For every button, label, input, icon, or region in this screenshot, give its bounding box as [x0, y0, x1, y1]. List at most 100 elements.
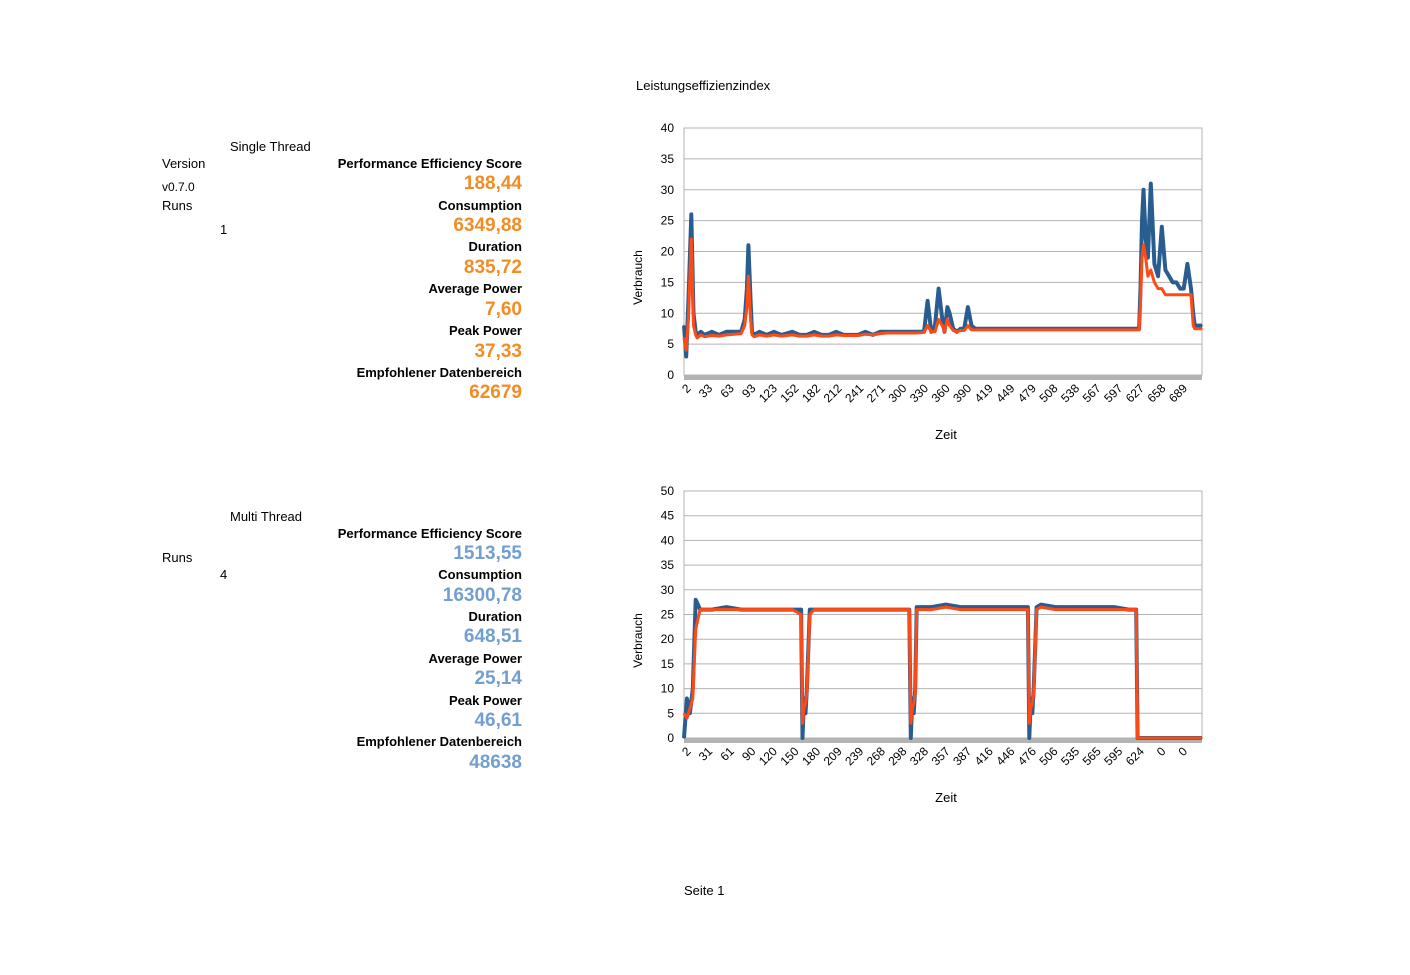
- data-point: [1031, 702, 1034, 705]
- data-point: [970, 324, 973, 327]
- x-tick-label: 2: [679, 744, 694, 759]
- data-point: [1084, 608, 1086, 611]
- data-point: [773, 331, 775, 333]
- data-point: [725, 608, 728, 611]
- y-tick-label: 25: [661, 214, 675, 228]
- data-point: [1027, 608, 1029, 611]
- metric-label: Average Power: [428, 651, 522, 666]
- data-point: [1157, 737, 1159, 739]
- data-point: [696, 337, 698, 339]
- x-tick-label: 298: [885, 744, 909, 768]
- metric-value: 48638: [469, 752, 522, 773]
- data-point: [804, 712, 807, 715]
- data-point: [725, 606, 728, 608]
- x-tick-label: 538: [1058, 381, 1082, 405]
- metric-value: 648,51: [463, 626, 522, 647]
- data-point: [1161, 287, 1163, 290]
- data-point: [740, 608, 742, 611]
- x-axis-band: [684, 375, 1202, 380]
- data-point: [1192, 324, 1194, 327]
- data-point: [700, 334, 702, 336]
- data-point: [1047, 329, 1050, 331]
- y-tick-label: 35: [661, 152, 675, 166]
- data-point: [685, 349, 687, 352]
- data-point: [683, 737, 685, 739]
- x-tick-label: 595: [1101, 744, 1125, 768]
- data-point: [1201, 737, 1203, 739]
- x-tick-label: 387: [950, 744, 974, 768]
- y-tick-label: 40: [661, 533, 675, 547]
- data-point: [798, 335, 801, 337]
- data-point: [1141, 219, 1143, 222]
- x-tick-label: 416: [972, 744, 996, 768]
- data-point: [1153, 263, 1156, 265]
- data-point: [801, 722, 804, 724]
- x-tick-label: 449: [993, 381, 1017, 405]
- data-point: [1018, 329, 1020, 331]
- x-tick-label: 90: [739, 744, 759, 764]
- x-axis-title: Zeit: [935, 790, 957, 805]
- x-tick-label: 535: [1058, 744, 1082, 768]
- data-point: [850, 334, 852, 337]
- x-tick-label: 446: [993, 744, 1017, 768]
- data-point: [733, 331, 735, 333]
- data-point: [872, 608, 874, 611]
- data-point: [1106, 329, 1108, 331]
- data-point: [806, 335, 808, 337]
- data-point: [1113, 606, 1115, 608]
- data-point: [1157, 275, 1159, 278]
- data-point: [746, 306, 748, 308]
- data-point: [780, 335, 783, 337]
- data-point: [1179, 737, 1181, 739]
- data-point: [683, 337, 685, 339]
- data-point: [694, 598, 697, 601]
- data-point: [1175, 293, 1178, 296]
- y-tick-label: 5: [667, 706, 674, 720]
- metric-value: 16300,78: [442, 585, 522, 606]
- data-point: [1135, 608, 1137, 611]
- data-point: [948, 324, 951, 327]
- x-tick-label: 271: [864, 381, 888, 405]
- data-point: [945, 603, 947, 606]
- data-point: [857, 608, 859, 611]
- x-tick-label: 268: [864, 744, 888, 768]
- data-point: [725, 334, 728, 336]
- data-point: [1136, 737, 1139, 739]
- data-point: [813, 331, 815, 333]
- data-point: [872, 334, 874, 336]
- x-tick-label: 597: [1101, 381, 1125, 405]
- data-point: [690, 213, 693, 216]
- data-point: [943, 331, 946, 333]
- data-point: [1135, 329, 1137, 331]
- data-point: [1091, 329, 1094, 331]
- data-point: [1028, 722, 1031, 724]
- data-point: [1062, 329, 1064, 331]
- y-tick-label: 15: [661, 275, 675, 289]
- data-point: [753, 335, 755, 338]
- y-tick-label: 0: [667, 368, 674, 382]
- y-tick-label: 30: [661, 183, 675, 197]
- data-point: [1144, 238, 1147, 240]
- data-point: [694, 334, 697, 336]
- data-point: [1084, 606, 1086, 608]
- x-tick-label: 209: [821, 744, 845, 768]
- data-point: [1138, 737, 1140, 739]
- data-point: [1157, 287, 1159, 290]
- data-point: [828, 608, 830, 611]
- x-tick-label: 182: [799, 381, 823, 405]
- data-point: [974, 329, 976, 331]
- metric-label: Performance Efficiency Score: [337, 526, 522, 541]
- data-point: [803, 707, 805, 710]
- x-tick-label: 390: [950, 381, 974, 405]
- x-tick-label: 120: [756, 744, 780, 768]
- data-point: [842, 334, 845, 337]
- data-point: [791, 608, 794, 611]
- x-tick-label: 0: [1175, 744, 1190, 759]
- data-point: [915, 608, 918, 611]
- data-point: [914, 692, 916, 695]
- metric-label: Duration: [468, 239, 522, 254]
- data-point: [1030, 707, 1032, 710]
- data-point: [820, 335, 823, 337]
- data-point: [773, 334, 775, 336]
